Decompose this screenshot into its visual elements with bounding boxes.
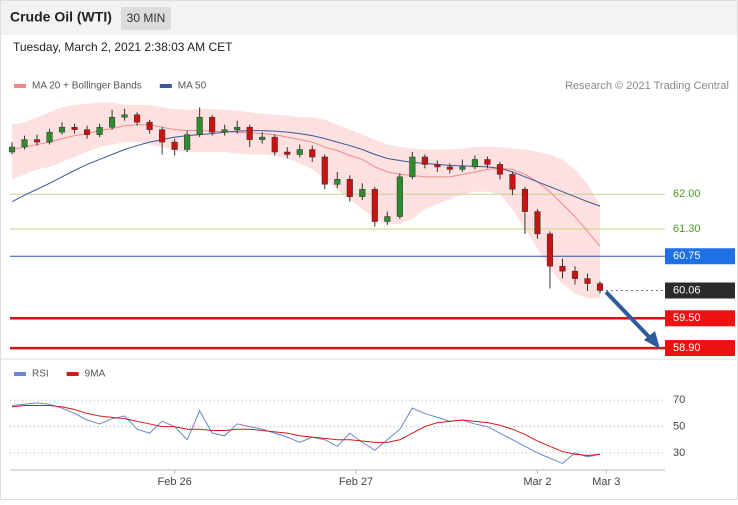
candle-body bbox=[46, 131, 53, 143]
candle-body bbox=[209, 117, 216, 133]
forecast-arrow bbox=[604, 290, 660, 349]
level-badge bbox=[665, 310, 735, 327]
candle-body bbox=[259, 136, 266, 140]
candle-body bbox=[571, 270, 579, 279]
candle-body bbox=[33, 139, 41, 143]
candle-body bbox=[584, 278, 591, 284]
candle-body bbox=[334, 179, 341, 185]
x-tick-label: Mar 3 bbox=[592, 476, 620, 488]
candle-body bbox=[384, 216, 391, 222]
timestamp: Tuesday, March 2, 2021 2:38:03 AM CET bbox=[13, 40, 233, 54]
candle-body bbox=[134, 114, 141, 123]
candle-body bbox=[546, 233, 554, 267]
level-label: 60.75 bbox=[673, 250, 701, 262]
candle-body bbox=[271, 136, 278, 153]
candle-body bbox=[21, 139, 28, 148]
legend-swatch bbox=[14, 372, 26, 376]
candle-body bbox=[171, 141, 178, 150]
candle-body bbox=[421, 156, 428, 165]
y-tick-label: 30 bbox=[673, 447, 685, 459]
legend-label: 9MA bbox=[85, 369, 106, 380]
level-label: 58.90 bbox=[673, 342, 701, 354]
candle-body bbox=[409, 156, 416, 178]
candle-body bbox=[521, 188, 529, 212]
level-badge bbox=[665, 248, 735, 265]
candle-body bbox=[196, 117, 203, 135]
candle-body bbox=[234, 126, 241, 130]
legend-swatch bbox=[14, 84, 26, 88]
candle-body bbox=[58, 126, 66, 133]
bollinger-band bbox=[12, 102, 600, 299]
copyright: Research © 2021 Trading Central bbox=[565, 80, 729, 92]
level-badge bbox=[665, 340, 735, 357]
legend-label: MA 50 bbox=[178, 81, 207, 92]
candle-body bbox=[284, 151, 291, 155]
legend-swatch bbox=[66, 372, 79, 376]
candle-body bbox=[246, 126, 253, 140]
candle-body bbox=[459, 166, 466, 170]
candle-body bbox=[359, 188, 366, 197]
indicator-line bbox=[11, 405, 601, 457]
candle-body bbox=[446, 166, 453, 170]
title: Crude Oil (WTI) bbox=[10, 9, 112, 25]
candle-body bbox=[146, 121, 153, 130]
candle-body bbox=[596, 283, 604, 291]
indicator-line bbox=[11, 402, 601, 465]
candle-body bbox=[346, 179, 353, 197]
candle-body bbox=[434, 164, 441, 168]
candle-body bbox=[509, 174, 516, 190]
level-badge bbox=[665, 282, 735, 299]
y-tick-label: 70 bbox=[673, 394, 685, 406]
candle-body bbox=[8, 146, 16, 153]
candle-body bbox=[96, 126, 103, 135]
level-label: 59.50 bbox=[673, 312, 701, 324]
candle-body bbox=[371, 188, 378, 222]
candle-body bbox=[559, 265, 566, 272]
candle-body bbox=[534, 211, 541, 235]
legend-swatch bbox=[159, 84, 172, 88]
interval[interactable]: 30 MIN bbox=[127, 11, 166, 25]
candle-body bbox=[83, 129, 91, 135]
interval-badge[interactable] bbox=[121, 7, 171, 30]
candle-body bbox=[109, 117, 116, 128]
level-label: 60.06 bbox=[673, 284, 701, 296]
x-tick-label: Mar 2 bbox=[523, 476, 551, 488]
legend-label: RSI bbox=[32, 369, 49, 380]
x-tick-label: Feb 27 bbox=[339, 476, 373, 488]
candle-body bbox=[184, 134, 191, 150]
candle-body bbox=[296, 149, 303, 155]
candle-body bbox=[396, 176, 403, 217]
level-label: 62.00 bbox=[673, 188, 701, 200]
candle-body bbox=[496, 164, 503, 175]
candle-body bbox=[309, 149, 316, 158]
candle-body bbox=[121, 114, 128, 118]
candle-body bbox=[321, 156, 328, 185]
x-tick-label: Feb 26 bbox=[158, 476, 192, 488]
candle-body bbox=[71, 126, 78, 130]
legend-label: MA 20 + Bollinger Bands bbox=[32, 81, 142, 92]
candle-body bbox=[471, 159, 478, 168]
candle-body bbox=[221, 129, 228, 133]
y-tick-label: 50 bbox=[673, 420, 685, 432]
candle-body bbox=[159, 129, 166, 143]
level-label: 61.30 bbox=[673, 223, 701, 235]
candle-body bbox=[484, 159, 491, 165]
